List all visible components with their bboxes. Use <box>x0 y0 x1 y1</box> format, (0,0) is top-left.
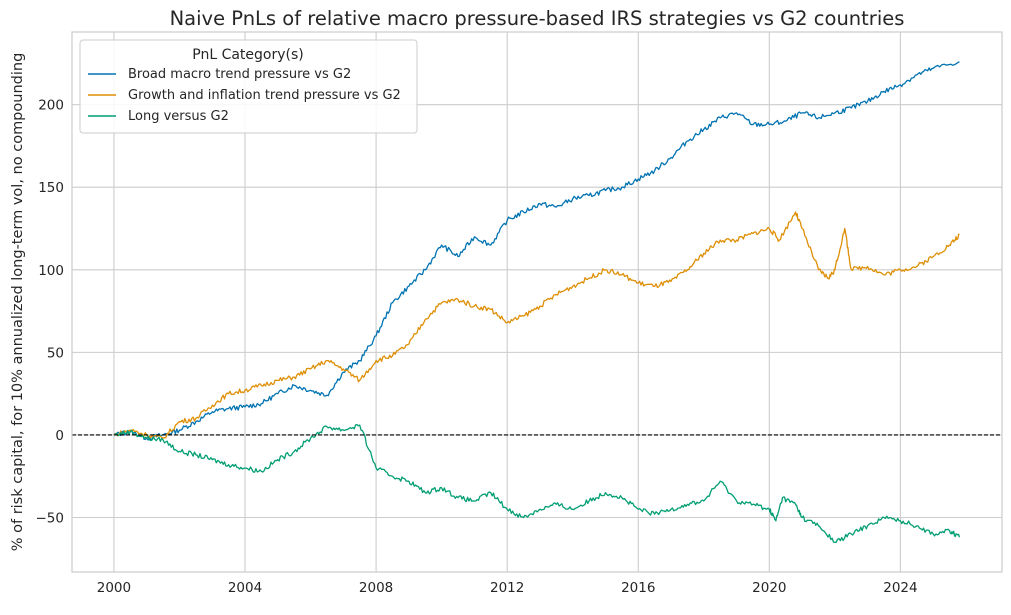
series-line-1 <box>113 211 960 439</box>
legend-title: PnL Category(s) <box>192 47 304 63</box>
legend-label: Long versus G2 <box>128 109 229 124</box>
x-tick-label: 2024 <box>883 580 917 596</box>
y-tick-label: 50 <box>47 345 64 361</box>
y-axis-label: % of risk capital, for 10% annualized lo… <box>10 53 26 552</box>
x-tick-label: 2020 <box>752 580 786 596</box>
legend-label: Broad macro trend pressure vs G2 <box>128 67 351 82</box>
chart-title: Naive PnLs of relative macro pressure-ba… <box>170 7 905 30</box>
y-tick-label: −50 <box>36 511 65 527</box>
y-tick-label: 100 <box>38 263 64 279</box>
series-lines <box>72 61 1002 543</box>
y-tick-label: 150 <box>38 180 64 196</box>
y-tick-label: 200 <box>38 98 64 114</box>
x-tick-label: 2016 <box>621 580 655 596</box>
x-tick-label: 2012 <box>490 580 524 596</box>
legend: PnL Category(s) Broad macro trend pressu… <box>79 39 418 134</box>
y-tick-label: 0 <box>55 428 64 444</box>
x-tick-label: 2008 <box>359 580 393 596</box>
legend-label: Growth and inflation trend pressure vs G… <box>128 88 401 103</box>
x-tick-label: 2000 <box>97 580 131 596</box>
series-line-0 <box>113 61 960 441</box>
tick-labels: 2000 2004 2008 2012 2016 2020 2024 −50 0 50 100 150… <box>36 98 918 596</box>
plot-frame <box>71 31 1003 573</box>
x-tick-label: 2004 <box>228 580 262 596</box>
series-line-2 <box>113 423 961 543</box>
legend-box <box>79 39 418 134</box>
